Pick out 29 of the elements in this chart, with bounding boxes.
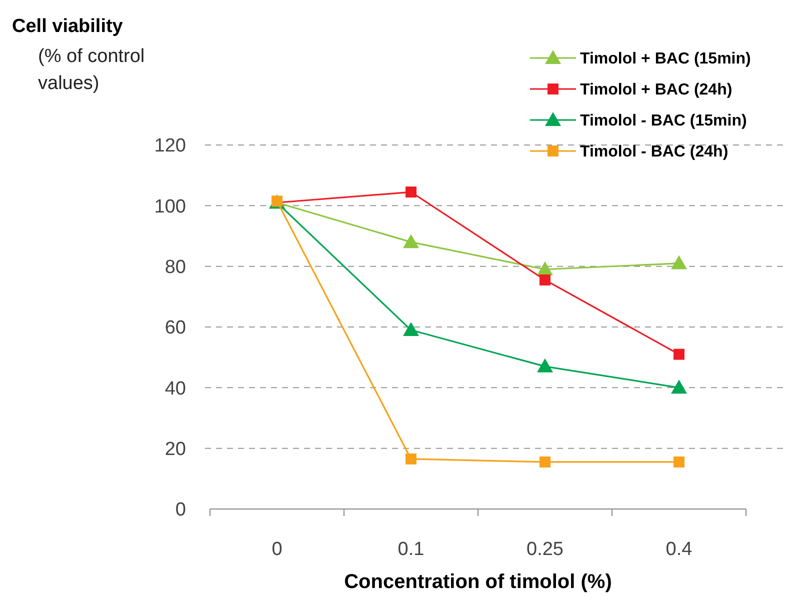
- y-tick-label: 40: [164, 378, 186, 400]
- point: [403, 234, 419, 248]
- legend-label: Timolol + BAC (24h): [580, 82, 732, 99]
- chart-title: Cell viability: [12, 16, 124, 37]
- point: [540, 456, 550, 468]
- legend-label: Timolol - BAC (15min): [580, 112, 747, 130]
- point: [674, 348, 684, 360]
- y-axis-title: (% of control values): [38, 46, 145, 94]
- point: [671, 255, 687, 270]
- point: [537, 358, 553, 372]
- y-tick-label: 60: [164, 318, 186, 339]
- x-tick-label: 0: [272, 539, 282, 560]
- point: [540, 274, 550, 286]
- point: [403, 322, 419, 336]
- point: [671, 380, 687, 394]
- x-tick-label: 0.4: [666, 539, 693, 560]
- y-tick-label: 100: [154, 196, 186, 218]
- x-tick-label: 0.25: [526, 539, 564, 560]
- point: [674, 456, 684, 468]
- y-tick-label: 20: [164, 438, 186, 460]
- legend-label: Timolol + BAC (15min): [580, 50, 751, 68]
- x-axis-title: Concentration of timolol (%): [344, 571, 612, 593]
- x-tick-label: 0.1: [398, 539, 424, 560]
- y-tick-label: 0: [175, 500, 186, 521]
- y-tick-label: 80: [164, 256, 186, 278]
- y-tick-label: 120: [154, 136, 186, 157]
- point: [406, 453, 416, 464]
- point: [406, 186, 416, 198]
- legend-label: Timolol - BAC (24h): [580, 144, 728, 161]
